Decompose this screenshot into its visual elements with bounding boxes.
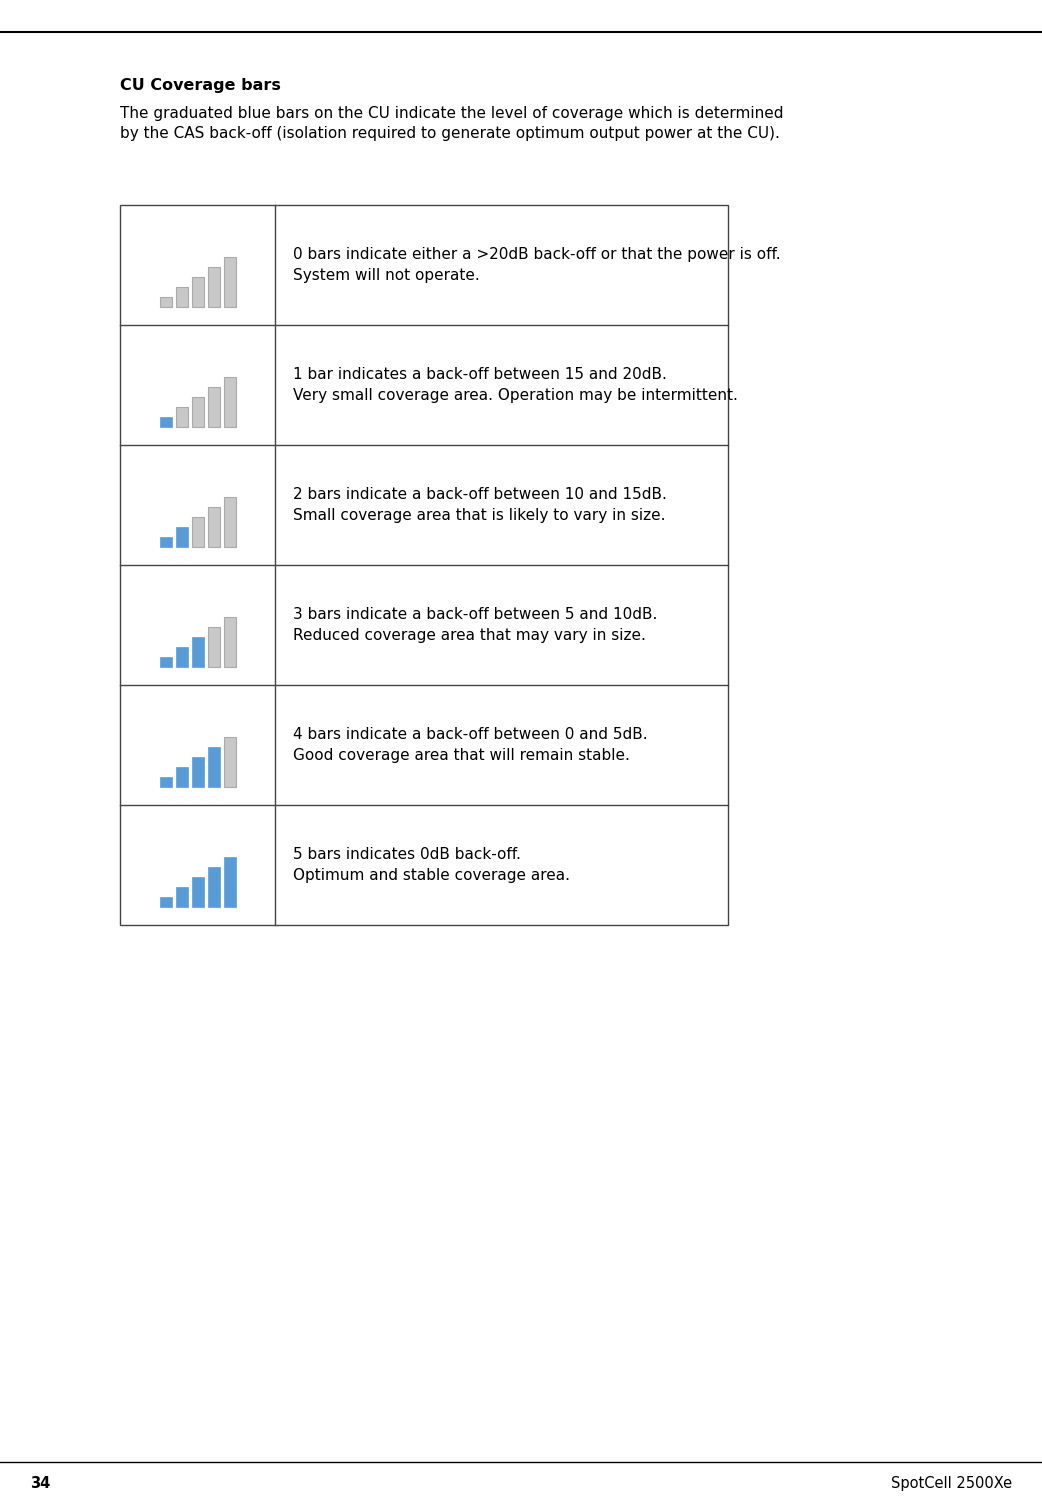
Bar (207, 508, 220, 547)
Bar (175, 527, 188, 547)
Bar (223, 258, 235, 307)
Bar (207, 747, 220, 788)
Text: The graduated blue bars on the CU indicate the level of coverage which is determ: The graduated blue bars on the CU indica… (120, 105, 784, 120)
Bar (120, 205, 728, 925)
Bar (175, 648, 188, 667)
Bar (159, 777, 172, 788)
Bar (159, 297, 172, 307)
Bar (159, 538, 172, 547)
Text: Reduced coverage area that may vary in size.: Reduced coverage area that may vary in s… (293, 628, 646, 643)
Bar (192, 398, 203, 428)
Text: Small coverage area that is likely to vary in size.: Small coverage area that is likely to va… (293, 508, 666, 523)
Bar (159, 657, 172, 667)
Bar (192, 637, 203, 667)
Text: 3 bars indicate a back-off between 5 and 10dB.: 3 bars indicate a back-off between 5 and… (293, 607, 658, 622)
Bar (192, 277, 203, 307)
Text: 4 bars indicate a back-off between 0 and 5dB.: 4 bars indicate a back-off between 0 and… (293, 727, 648, 742)
Text: 2 bars indicate a back-off between 10 and 15dB.: 2 bars indicate a back-off between 10 an… (293, 486, 667, 501)
Text: System will not operate.: System will not operate. (293, 268, 479, 283)
Bar (192, 876, 203, 907)
Text: Very small coverage area. Operation may be intermittent.: Very small coverage area. Operation may … (293, 389, 738, 404)
Bar (207, 267, 220, 307)
Bar (175, 407, 188, 428)
Bar (192, 517, 203, 547)
Bar (207, 867, 220, 907)
Bar (175, 767, 188, 788)
Bar (175, 288, 188, 307)
Bar (159, 417, 172, 428)
Bar (192, 758, 203, 788)
Text: 5 bars indicates 0dB back-off.: 5 bars indicates 0dB back-off. (293, 846, 521, 861)
Text: SpotCell 2500Xe: SpotCell 2500Xe (891, 1476, 1012, 1491)
Text: Good coverage area that will remain stable.: Good coverage area that will remain stab… (293, 748, 629, 764)
Bar (223, 497, 235, 547)
Text: 34: 34 (30, 1476, 50, 1491)
Text: 0 bars indicate either a >20dB back-off or that the power is off.: 0 bars indicate either a >20dB back-off … (293, 247, 780, 262)
Text: CU Coverage bars: CU Coverage bars (120, 78, 281, 93)
Bar (223, 617, 235, 667)
Bar (223, 857, 235, 907)
Bar (159, 898, 172, 907)
Text: 1 bar indicates a back-off between 15 and 20dB.: 1 bar indicates a back-off between 15 an… (293, 367, 667, 383)
Bar (223, 736, 235, 788)
Bar (223, 376, 235, 428)
Text: Optimum and stable coverage area.: Optimum and stable coverage area. (293, 867, 570, 883)
Bar (207, 387, 220, 428)
Text: by the CAS back-off (isolation required to generate optimum output power at the : by the CAS back-off (isolation required … (120, 127, 779, 142)
Bar (207, 626, 220, 667)
Bar (175, 887, 188, 907)
